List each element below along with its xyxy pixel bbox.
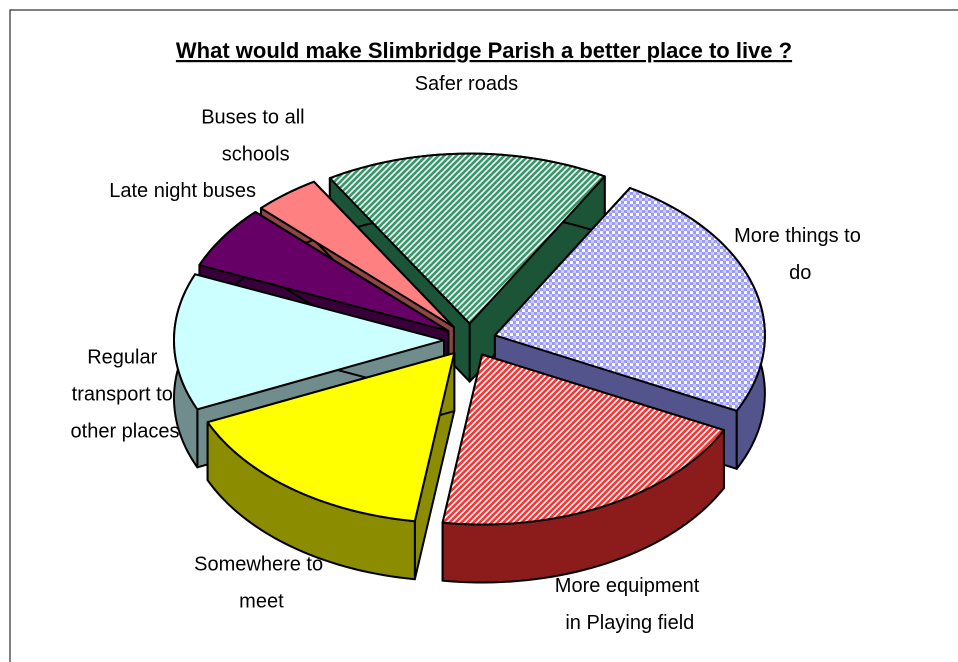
slice-top <box>259 180 455 329</box>
slice-label: Regular transport to other places <box>71 347 180 443</box>
slice-label: More things to do <box>734 225 866 284</box>
slice-top <box>173 273 446 411</box>
slice-label: Safer roads <box>415 73 518 95</box>
chart-title: What would make Slimbridge Parish a bett… <box>176 38 792 63</box>
slice-top <box>206 352 456 523</box>
slice-label: Late night buses <box>109 180 256 202</box>
slice-top <box>198 210 450 332</box>
slice-top <box>441 353 725 526</box>
slice <box>206 352 456 581</box>
slice-top <box>328 152 606 325</box>
slice <box>441 353 725 584</box>
slice-label: More equipment in Playing field <box>555 575 705 634</box>
slice-top <box>493 187 766 412</box>
slice-label: Buses to all schools <box>201 106 310 165</box>
slice-label: Somewhere to meet <box>194 554 329 613</box>
